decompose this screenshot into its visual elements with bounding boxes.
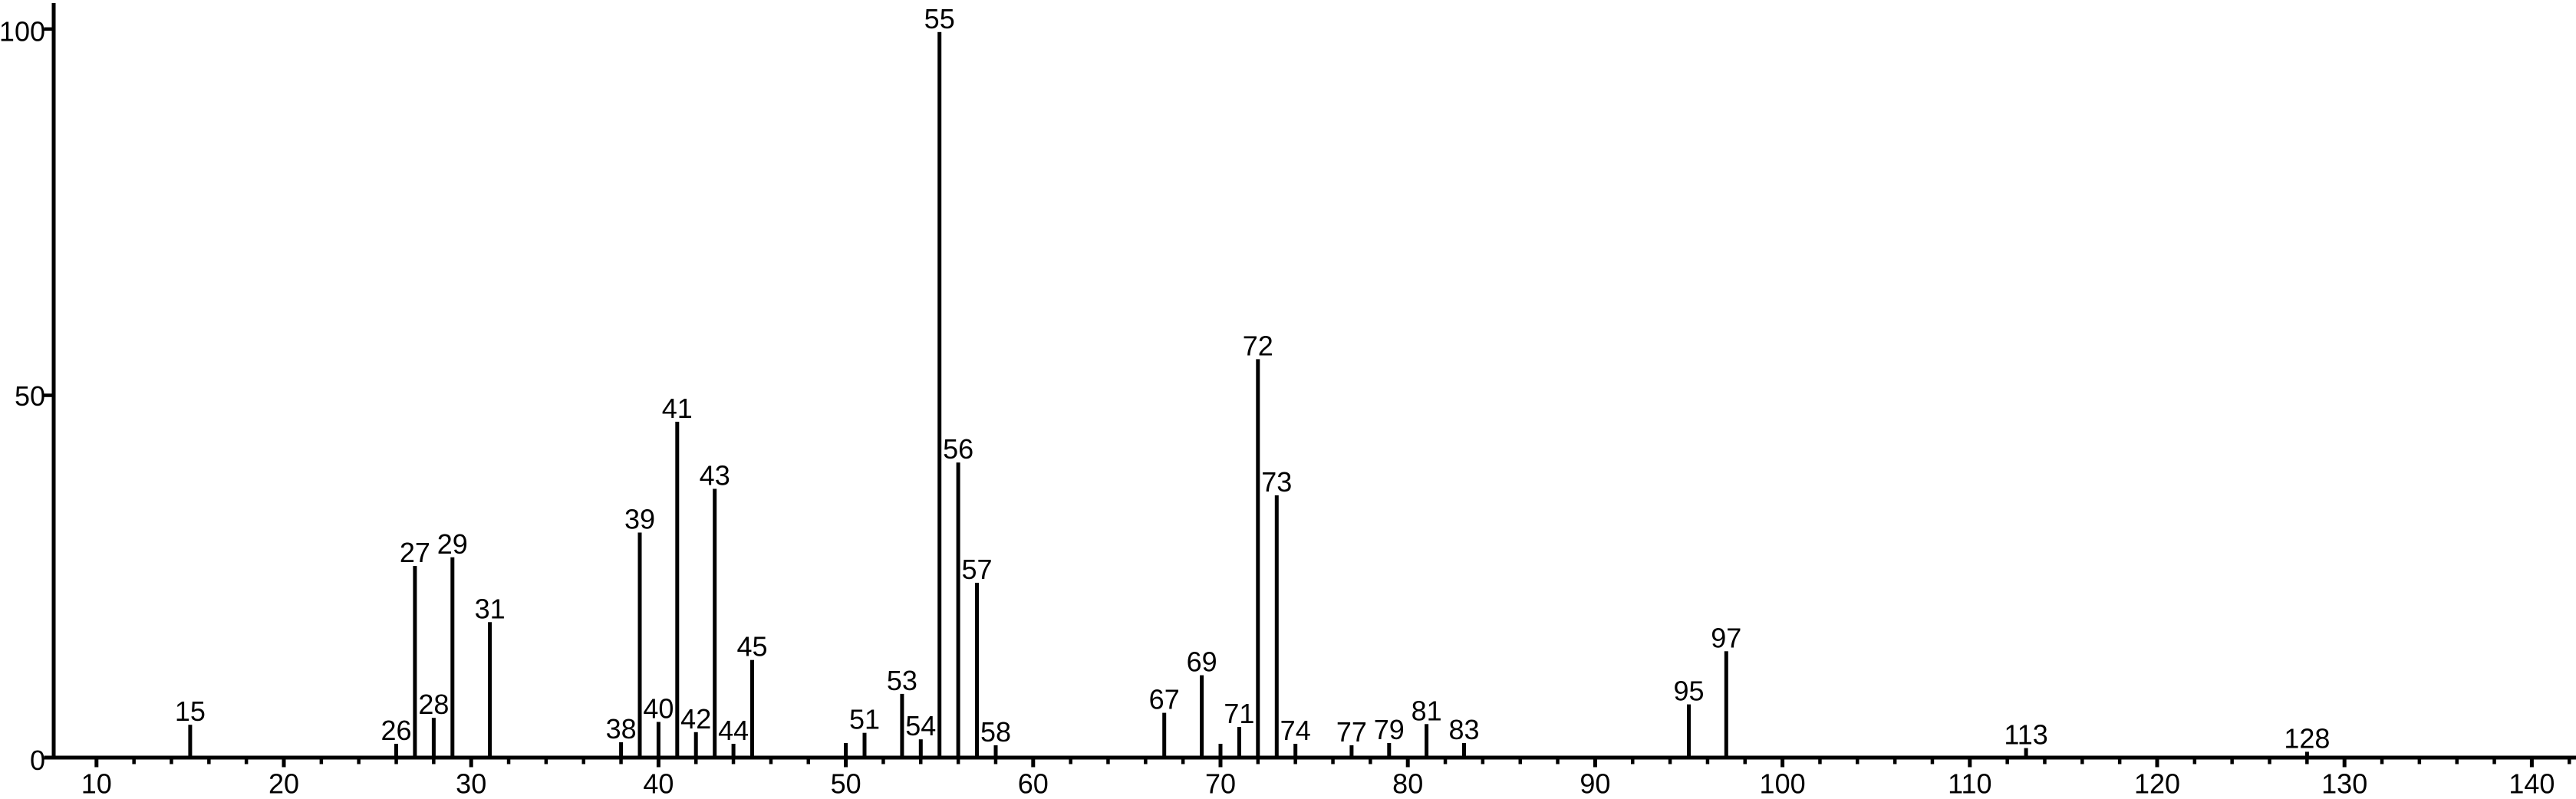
svg-text:67: 67 <box>1149 684 1180 715</box>
svg-text:40: 40 <box>643 693 674 725</box>
svg-text:83: 83 <box>1448 714 1479 745</box>
svg-text:81: 81 <box>1412 695 1442 726</box>
svg-text:95: 95 <box>1673 676 1704 707</box>
svg-text:100: 100 <box>0 16 45 48</box>
svg-text:97: 97 <box>1711 622 1741 653</box>
svg-text:57: 57 <box>961 554 992 585</box>
svg-text:79: 79 <box>1374 714 1405 745</box>
svg-text:73: 73 <box>1261 466 1292 498</box>
svg-text:39: 39 <box>624 504 655 535</box>
svg-text:40: 40 <box>643 768 674 799</box>
svg-text:55: 55 <box>924 3 955 35</box>
svg-text:74: 74 <box>1280 715 1311 746</box>
svg-text:50: 50 <box>831 768 861 799</box>
svg-text:0: 0 <box>30 745 45 776</box>
svg-text:44: 44 <box>718 715 749 746</box>
svg-text:42: 42 <box>680 703 711 735</box>
svg-text:70: 70 <box>1205 768 1236 799</box>
svg-text:58: 58 <box>980 716 1011 748</box>
svg-text:140: 140 <box>2508 768 2555 799</box>
svg-text:100: 100 <box>1760 768 1806 799</box>
svg-text:45: 45 <box>736 631 767 663</box>
svg-text:41: 41 <box>662 393 693 424</box>
svg-text:27: 27 <box>400 537 430 568</box>
svg-text:90: 90 <box>1580 768 1610 799</box>
svg-text:71: 71 <box>1224 698 1254 729</box>
svg-text:31: 31 <box>475 593 506 624</box>
svg-text:10: 10 <box>81 768 112 799</box>
svg-text:20: 20 <box>268 768 299 799</box>
svg-text:72: 72 <box>1243 330 1273 361</box>
svg-text:113: 113 <box>2004 719 2047 751</box>
svg-text:77: 77 <box>1336 716 1367 748</box>
svg-text:29: 29 <box>437 528 468 560</box>
svg-text:69: 69 <box>1187 646 1217 678</box>
svg-text:30: 30 <box>456 768 486 799</box>
svg-text:130: 130 <box>2321 768 2367 799</box>
svg-text:28: 28 <box>418 689 449 720</box>
svg-text:56: 56 <box>943 433 973 465</box>
svg-text:60: 60 <box>1018 768 1049 799</box>
svg-text:51: 51 <box>849 704 880 735</box>
svg-text:54: 54 <box>905 710 936 741</box>
svg-text:53: 53 <box>887 665 917 696</box>
svg-text:110: 110 <box>1948 768 1991 799</box>
svg-text:120: 120 <box>2134 768 2180 799</box>
svg-text:15: 15 <box>175 695 206 727</box>
svg-text:38: 38 <box>606 713 637 745</box>
svg-text:26: 26 <box>380 715 411 746</box>
svg-text:128: 128 <box>2284 722 2330 754</box>
svg-text:80: 80 <box>1392 768 1423 799</box>
svg-text:50: 50 <box>15 380 45 412</box>
svg-text:43: 43 <box>700 460 730 492</box>
